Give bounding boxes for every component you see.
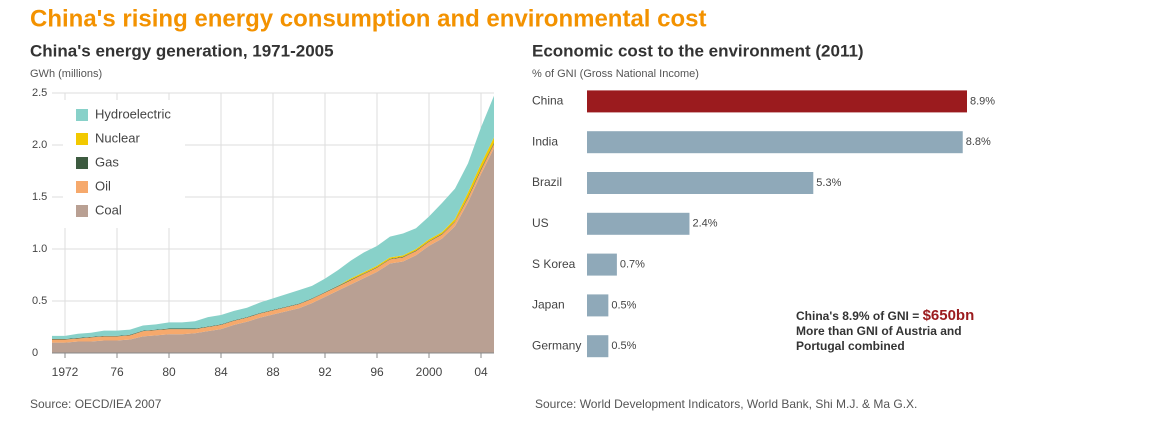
x-tick-label: 92 (318, 365, 332, 379)
value-label: 0.5% (611, 299, 636, 311)
x-tick-label: 88 (266, 365, 280, 379)
x-tick-label: 96 (370, 365, 384, 379)
legend-label: Hydroelectric (95, 106, 171, 121)
value-label: 0.7% (620, 259, 645, 271)
value-label: 2.4% (692, 218, 717, 230)
category-label: Japan (532, 298, 565, 312)
source: Source: OECD/IEA 2007 (30, 397, 162, 411)
page-title: China's rising energy consumption and en… (30, 5, 707, 32)
area (52, 148, 494, 353)
annotation-note: More than GNI of Austria and Portugal co… (796, 324, 962, 353)
chart-title: Economic cost to the environment (2011) (532, 41, 864, 60)
y-tick-label: 1.0 (32, 243, 47, 255)
legend-swatch (76, 205, 88, 217)
legend-swatch (76, 133, 88, 145)
y-tick-label: 0.5 (32, 295, 47, 307)
y-tick-label: 2.0 (32, 139, 47, 151)
legend-label: Gas (95, 154, 119, 169)
legend-label: Nuclear (95, 130, 140, 145)
legend-swatch (76, 157, 88, 169)
x-tick-label: 1972 (52, 365, 79, 379)
legend-label: Coal (95, 202, 122, 217)
legend-label: Oil (95, 178, 111, 193)
axis-label: % of GNI (Gross National Income) (532, 68, 699, 80)
category-label: Germany (532, 338, 581, 352)
category-label: S Korea (532, 257, 576, 271)
y-tick-label: 2.5 (32, 87, 47, 99)
annotation-highlight: $650bn (922, 307, 975, 324)
x-tick-label: 04 (474, 365, 488, 379)
annotation: China's 8.9% of GNI = $650bn More than GN… (796, 308, 996, 354)
value-label: 0.5% (611, 340, 636, 352)
x-tick-label: 84 (214, 365, 228, 379)
value-label: 5.3% (816, 177, 841, 189)
x-tick-label: 2000 (416, 365, 443, 379)
bar (587, 335, 609, 358)
category-label: Brazil (532, 175, 562, 189)
legend-swatch (76, 109, 88, 121)
chart-title: China's energy generation, 1971-2005 (30, 41, 334, 60)
category-label: US (532, 216, 549, 230)
category-label: India (532, 134, 558, 148)
bar (587, 131, 963, 154)
legend-swatch (76, 181, 88, 193)
y-tick-label: 0 (32, 347, 38, 359)
bar (587, 294, 609, 317)
y-tick-label: 1.5 (32, 191, 47, 203)
y-axis-label: GWh (millions) (30, 68, 102, 80)
annotation-text: China's 8.9% of GNI = (796, 309, 920, 323)
bar (587, 212, 690, 235)
value-label: 8.8% (966, 136, 991, 148)
x-tick-label: 76 (110, 365, 124, 379)
bar (587, 253, 617, 276)
bar (587, 172, 814, 194)
bar (587, 90, 967, 113)
category-label: China (532, 94, 564, 108)
value-label: 8.9% (970, 95, 995, 107)
x-tick-label: 80 (162, 365, 176, 379)
source: Source: World Development Indicators, Wo… (535, 397, 917, 411)
